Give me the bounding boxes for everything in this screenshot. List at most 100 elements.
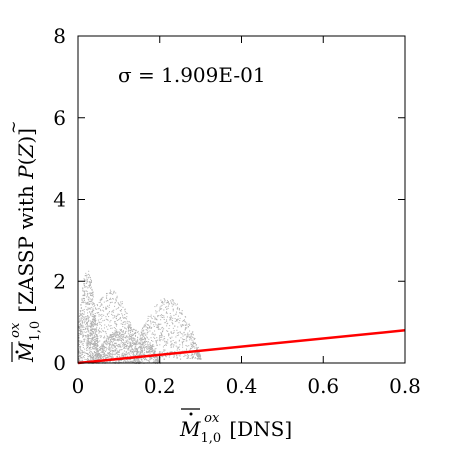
scatter-point	[98, 313, 100, 315]
scatter-point	[92, 337, 94, 339]
scatter-point	[94, 345, 96, 347]
x-tick-label: 0.4	[226, 374, 258, 398]
scatter-point	[123, 343, 125, 345]
scatter-point	[96, 330, 98, 332]
scatter-point	[106, 361, 108, 363]
scatter-point	[180, 333, 182, 335]
scatter-point	[86, 318, 88, 320]
scatter-point	[141, 341, 143, 343]
scatter-point	[129, 336, 131, 338]
scatter-point	[150, 340, 152, 342]
scatter-point	[85, 334, 87, 336]
scatter-point	[113, 309, 115, 311]
scatter-point	[89, 323, 91, 325]
scatter-point	[84, 286, 86, 288]
scatter-point	[116, 339, 118, 341]
scatter-point	[101, 346, 103, 348]
scatter-point	[178, 334, 180, 336]
scatter-point	[148, 326, 150, 328]
scatter-point	[99, 323, 101, 325]
scatter-point	[79, 352, 81, 354]
scatter-point	[193, 342, 195, 344]
scatter-point	[131, 351, 133, 353]
scatter-point	[135, 359, 137, 361]
scatter-point	[78, 345, 80, 347]
scatter-point	[139, 341, 141, 343]
scatter-point	[90, 313, 92, 315]
scatter-point	[154, 351, 156, 353]
scatter-point	[143, 343, 145, 345]
scatter-point	[79, 356, 81, 358]
identity-line	[77, 329, 406, 365]
scatter-point	[82, 343, 84, 345]
scatter-point	[170, 318, 172, 320]
scatter-point	[79, 359, 81, 361]
scatter-point	[90, 356, 92, 358]
scatter-point	[78, 360, 80, 362]
scatter-point	[195, 347, 197, 349]
scatter-point	[157, 328, 159, 330]
scatter-point	[92, 318, 94, 320]
scatter-point	[79, 342, 81, 344]
scatter-point	[79, 346, 81, 348]
scatter-point	[126, 312, 128, 314]
scatter-point	[94, 336, 96, 338]
scatter-point	[142, 342, 144, 344]
scatter-point	[94, 324, 96, 326]
scatter-point	[187, 356, 189, 358]
scatter-point	[128, 328, 130, 330]
scatter-point	[109, 348, 111, 350]
scatter-point	[97, 354, 99, 356]
scatter-point	[164, 301, 166, 303]
scatter-point	[87, 335, 89, 337]
scatter-point	[80, 310, 82, 312]
scatter-point	[134, 360, 136, 362]
scatter-point	[120, 359, 122, 361]
scatter-point	[81, 314, 83, 316]
scatter-point	[96, 340, 98, 342]
scatter-point	[112, 311, 114, 313]
scatter-point	[108, 342, 110, 344]
scatter-point	[106, 344, 108, 346]
scatter-point	[130, 342, 132, 344]
scatter-point	[94, 329, 96, 331]
scatter-point	[173, 354, 175, 356]
scatter-point	[101, 343, 103, 345]
scatter-point	[91, 321, 93, 323]
scatter-point	[166, 308, 168, 310]
scatter-point	[133, 328, 135, 330]
scatter-point	[170, 300, 172, 302]
scatter-point	[114, 330, 116, 332]
scatter-point	[106, 349, 108, 351]
scatter-point	[111, 349, 113, 351]
scatter-point	[121, 338, 123, 340]
scatter-point	[102, 351, 104, 353]
scatter-point	[167, 307, 169, 309]
scatter-point	[86, 343, 88, 345]
scatter-point	[196, 353, 198, 355]
scatter-point	[106, 292, 108, 294]
scatter-point	[124, 314, 126, 316]
scatter-point	[85, 306, 87, 308]
scatter-point	[106, 356, 108, 358]
scatter-point	[167, 302, 169, 304]
scatter-point	[84, 275, 86, 277]
scatter-point	[135, 342, 137, 344]
scatter-point	[95, 340, 97, 342]
scatter-point	[80, 341, 82, 343]
scatter-point	[96, 343, 98, 345]
scatter-point	[179, 358, 181, 360]
scatter-point	[122, 326, 124, 328]
scatter-point	[98, 349, 100, 351]
scatter-point	[135, 351, 137, 353]
scatter-point	[155, 356, 157, 358]
scatter-point	[143, 333, 145, 335]
scatter-point	[93, 351, 95, 353]
scatter-point	[144, 340, 146, 342]
scatter-point	[116, 319, 118, 321]
scatter-point	[120, 303, 122, 305]
scatter-point	[168, 334, 170, 336]
scatter-point	[145, 344, 147, 346]
scatter-point	[87, 342, 89, 344]
